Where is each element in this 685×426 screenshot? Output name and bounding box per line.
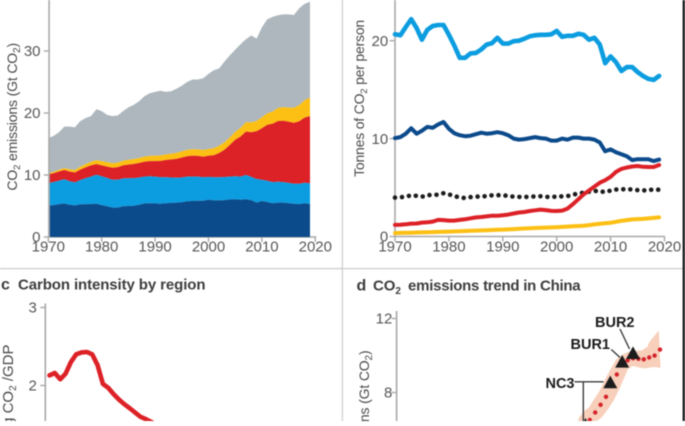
svg-text:NC3: NC3 <box>545 376 574 392</box>
svg-text:CO2 emissions trend in China: CO2 emissions trend in China <box>373 278 581 298</box>
svg-text:20: 20 <box>372 33 389 50</box>
svg-text:BUR1: BUR1 <box>571 337 610 353</box>
svg-text:2020: 2020 <box>299 239 332 256</box>
svg-text:2010: 2010 <box>594 239 627 256</box>
svg-text:2: 2 <box>28 378 36 395</box>
svg-text:CO2 emissions (Gt CO2): CO2 emissions (Gt CO2) <box>356 351 375 422</box>
svg-text:c: c <box>1 277 10 294</box>
svg-text:30: 30 <box>24 43 41 60</box>
svg-text:2000: 2000 <box>192 239 225 256</box>
svg-text:20: 20 <box>24 105 41 122</box>
svg-text:12: 12 <box>376 311 393 328</box>
svg-text:1990: 1990 <box>486 239 519 256</box>
svg-text:kg CO2 /GDP: kg CO2 /GDP <box>0 345 19 422</box>
svg-text:0: 0 <box>380 229 388 246</box>
svg-text:10: 10 <box>24 167 41 184</box>
svg-text:1990: 1990 <box>138 239 171 256</box>
svg-text:d: d <box>357 278 367 295</box>
svg-text:10: 10 <box>372 131 389 148</box>
svg-text:0: 0 <box>32 229 40 246</box>
svg-text:BUR2: BUR2 <box>595 315 634 331</box>
svg-text:3: 3 <box>28 300 36 317</box>
svg-text:2010: 2010 <box>245 239 278 256</box>
svg-text:1970: 1970 <box>32 239 65 256</box>
svg-text:Carbon intensity by region: Carbon intensity by region <box>18 277 205 294</box>
svg-text:2000: 2000 <box>540 239 573 256</box>
svg-text:2020: 2020 <box>648 239 681 256</box>
svg-text:Tonnes of CO2 per person: Tonnes of CO2 per person <box>351 20 370 177</box>
svg-text:8: 8 <box>384 385 392 402</box>
svg-text:1980: 1980 <box>432 239 465 256</box>
svg-text:1980: 1980 <box>85 239 118 256</box>
svg-text:CO2 emissions (Gt CO2): CO2 emissions (Gt CO2) <box>4 43 23 191</box>
svg-text:1970: 1970 <box>378 239 411 256</box>
